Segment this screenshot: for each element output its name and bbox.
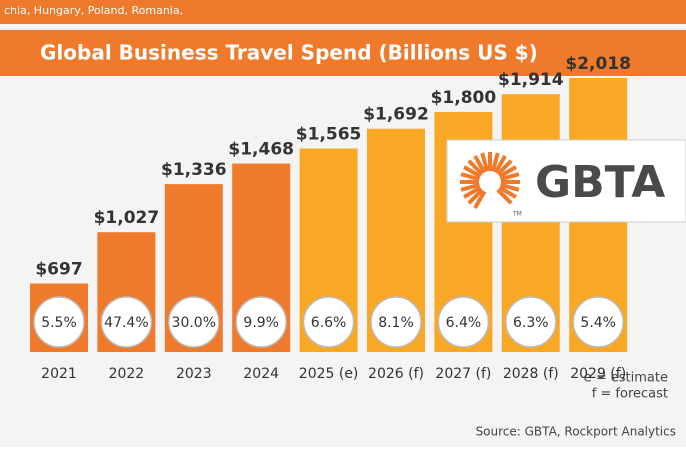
top-strip bbox=[0, 0, 686, 24]
value-label: $1,336 bbox=[161, 160, 227, 180]
value-label: $1,565 bbox=[296, 124, 362, 144]
value-label: $1,800 bbox=[431, 88, 497, 108]
logo-ray bbox=[496, 159, 513, 176]
logo-ray bbox=[467, 159, 484, 176]
value-label: $1,027 bbox=[94, 208, 160, 228]
logo-ray bbox=[496, 188, 513, 205]
logo-box bbox=[446, 139, 686, 223]
logo-ray bbox=[493, 155, 507, 174]
chart-title: Global Business Travel Spend (Billions U… bbox=[40, 41, 538, 65]
value-label: $2,018 bbox=[565, 54, 631, 74]
growth-circle bbox=[168, 296, 220, 348]
value-label: $1,468 bbox=[228, 140, 294, 160]
growth-circle bbox=[302, 296, 355, 348]
growth-label: 47.4% bbox=[104, 315, 148, 331]
title-band bbox=[0, 30, 686, 76]
growth-circle bbox=[370, 296, 422, 348]
top-note: chia, Hungary, Poland, Romania, bbox=[4, 4, 183, 17]
x-tick-label: 2026 (f) bbox=[368, 366, 424, 382]
x-tick-label: 2024 bbox=[243, 366, 279, 382]
logo-ray bbox=[473, 155, 487, 174]
growth-label: 30.0% bbox=[172, 315, 216, 331]
growth-label: 5.5% bbox=[41, 315, 77, 331]
x-tick-label: 2029 (f) bbox=[570, 366, 626, 382]
x-tick-label: 2022 bbox=[109, 366, 145, 382]
logo-ray bbox=[480, 152, 490, 172]
logo-ray bbox=[473, 190, 487, 209]
growth-label: 5.4% bbox=[580, 315, 616, 331]
logo-ray bbox=[498, 165, 517, 179]
growth-circle bbox=[235, 296, 287, 348]
value-label: $1,692 bbox=[363, 105, 429, 125]
growth-label: 8.1% bbox=[378, 315, 414, 331]
logo-ray bbox=[463, 185, 482, 199]
growth-circle bbox=[100, 296, 153, 348]
logo-ray bbox=[490, 152, 500, 172]
logo-text: GBTA bbox=[535, 157, 665, 208]
value-label: $1,914 bbox=[498, 70, 564, 90]
growth-circle bbox=[437, 296, 490, 348]
note: f = forecast bbox=[592, 387, 668, 402]
logo-ray bbox=[467, 188, 484, 205]
growth-label: 6.6% bbox=[311, 315, 347, 331]
x-tick-label: 2025 (e) bbox=[299, 366, 359, 382]
logo-ray bbox=[460, 182, 480, 192]
growth-label: 9.9% bbox=[243, 315, 279, 331]
logo-tm: TM bbox=[512, 211, 522, 218]
growth-circle bbox=[33, 296, 85, 348]
source: Source: GBTA, Rockport Analytics bbox=[476, 425, 676, 439]
logo-ray bbox=[500, 182, 520, 192]
x-tick-label: 2021 bbox=[41, 366, 77, 382]
value-label: $697 bbox=[35, 260, 82, 280]
logo-ray bbox=[498, 185, 517, 199]
logo-ray bbox=[460, 172, 480, 182]
note: e = estimate bbox=[584, 371, 668, 386]
growth-label: 6.4% bbox=[446, 315, 482, 331]
logo-ray bbox=[463, 165, 482, 179]
growth-circle bbox=[572, 296, 624, 348]
growth-label: 6.3% bbox=[513, 315, 549, 331]
x-tick-label: 2028 (f) bbox=[503, 366, 559, 382]
x-tick-label: 2023 bbox=[176, 366, 212, 382]
x-tick-label: 2027 (f) bbox=[435, 366, 491, 382]
growth-circle bbox=[505, 296, 557, 348]
logo-ray bbox=[500, 172, 520, 182]
